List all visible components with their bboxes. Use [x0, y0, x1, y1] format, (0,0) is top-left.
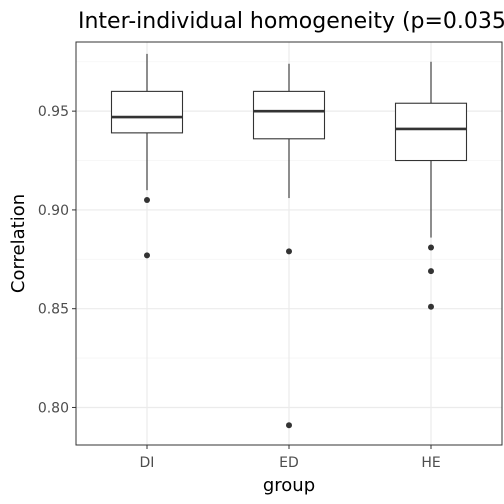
- box-iqr: [110, 90, 184, 134]
- box-ed: [252, 63, 326, 429]
- y-tick-label: 0.90: [38, 203, 69, 219]
- boxes: [110, 53, 468, 429]
- x-tick-label: DI: [140, 455, 155, 471]
- y-tick-label: 0.85: [38, 302, 69, 318]
- outlier-point: [428, 244, 434, 251]
- box-iqr: [394, 102, 468, 162]
- box-di: [110, 53, 184, 259]
- box-he: [394, 61, 468, 310]
- outlier-point: [428, 303, 434, 310]
- axes: 0.80 0.85 0.90 0.95 DI ED HE: [38, 104, 441, 471]
- y-tick-label: 0.95: [38, 104, 69, 120]
- outlier-point: [144, 197, 150, 204]
- box-iqr: [252, 90, 326, 140]
- outlier-point: [144, 252, 150, 259]
- outlier-point: [286, 422, 292, 429]
- x-tick-label: HE: [421, 455, 440, 471]
- x-tick-label: ED: [279, 455, 299, 471]
- panel-border: [75, 41, 503, 446]
- y-axis-title: Correlation: [8, 194, 29, 293]
- outlier-point: [428, 268, 434, 275]
- outlier-point: [286, 248, 292, 255]
- x-axis-title: group: [263, 475, 315, 496]
- y-tick-label: 0.80: [38, 400, 69, 416]
- chart-title: Inter-individual homogeneity (p=0.0350: [78, 9, 504, 34]
